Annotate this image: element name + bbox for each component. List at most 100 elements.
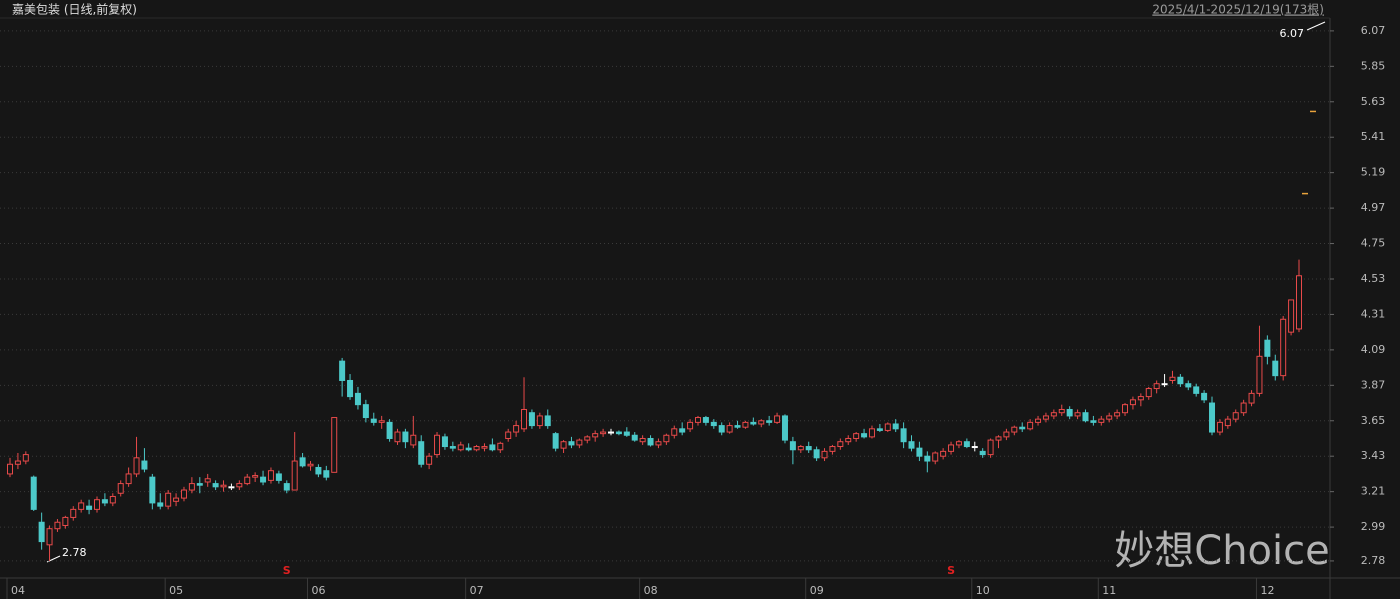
candle-body bbox=[180, 489, 187, 499]
y-tick-label: 4.09 bbox=[1361, 343, 1386, 356]
candle-body bbox=[576, 439, 583, 446]
candle-body bbox=[584, 436, 591, 441]
candle-body bbox=[1193, 386, 1200, 394]
candle-body bbox=[963, 441, 970, 448]
candle-body bbox=[315, 466, 322, 475]
candle-body bbox=[331, 417, 338, 473]
candle-body bbox=[742, 421, 749, 428]
y-tick-label: 5.85 bbox=[1361, 59, 1386, 72]
candle-body bbox=[884, 423, 891, 431]
candle-body bbox=[260, 476, 267, 483]
candle-body bbox=[1019, 426, 1026, 430]
candle-body bbox=[86, 505, 93, 510]
candle-body bbox=[813, 449, 820, 459]
candle-body bbox=[1106, 415, 1113, 420]
candle-body bbox=[78, 502, 85, 510]
candle-body bbox=[7, 463, 13, 475]
y-tick-label: 4.97 bbox=[1361, 201, 1386, 214]
candle-body bbox=[631, 434, 638, 441]
candle-body bbox=[544, 415, 551, 427]
y-tick-label: 3.21 bbox=[1361, 485, 1386, 498]
y-tick-label: 2.78 bbox=[1361, 554, 1386, 567]
candle-body bbox=[671, 428, 678, 436]
candle-body bbox=[196, 483, 203, 486]
min-label: 2.78 bbox=[62, 546, 87, 559]
candle-body bbox=[426, 455, 433, 465]
candle-body bbox=[821, 450, 828, 459]
candle-body bbox=[608, 431, 615, 434]
candle-body bbox=[615, 431, 622, 435]
x-tick-label: 04 bbox=[11, 584, 25, 597]
x-tick-label: 08 bbox=[644, 584, 658, 597]
candle-body bbox=[837, 441, 844, 448]
max-arrow bbox=[1306, 21, 1326, 31]
candle-body bbox=[1090, 420, 1097, 423]
candle-body bbox=[1082, 412, 1089, 422]
candle-body bbox=[434, 434, 441, 456]
candle-body bbox=[1185, 383, 1192, 388]
signal-mark: S bbox=[947, 564, 955, 577]
y-tick-label: 3.87 bbox=[1361, 378, 1386, 391]
candle-body bbox=[473, 446, 480, 451]
candle-body bbox=[236, 483, 243, 488]
candle-body bbox=[1296, 275, 1302, 330]
candle-body bbox=[141, 460, 148, 470]
candle-body bbox=[995, 436, 1002, 441]
x-tick-label: 05 bbox=[169, 584, 183, 597]
candle-body bbox=[1209, 402, 1216, 433]
max-label: 6.07 bbox=[1280, 27, 1305, 40]
candle-body bbox=[1161, 383, 1168, 386]
candle-body bbox=[204, 478, 211, 483]
candle-body bbox=[109, 495, 116, 504]
candle-body bbox=[283, 483, 290, 491]
candle-body bbox=[1035, 418, 1042, 423]
candle-body bbox=[663, 434, 670, 443]
x-tick-label: 12 bbox=[1260, 584, 1274, 597]
candle-body bbox=[1042, 415, 1049, 420]
candle-body bbox=[133, 457, 140, 475]
candle-body bbox=[687, 421, 694, 430]
candle-body bbox=[46, 528, 53, 546]
y-tick-label: 5.63 bbox=[1361, 95, 1386, 108]
candle-body bbox=[955, 441, 962, 446]
candle-body bbox=[900, 428, 907, 443]
candle-body bbox=[362, 404, 369, 419]
candle-body bbox=[70, 508, 77, 518]
candle-body bbox=[853, 433, 860, 439]
candle-body bbox=[465, 447, 472, 451]
candle-body bbox=[1074, 412, 1081, 417]
candle-body bbox=[347, 379, 354, 398]
date-range[interactable]: 2025/4/1-2025/12/19(173根) bbox=[1152, 3, 1324, 17]
candle-body bbox=[54, 521, 61, 530]
candle-body bbox=[623, 431, 630, 436]
candle-body bbox=[1177, 376, 1184, 385]
candle-body bbox=[513, 425, 520, 433]
candle-body bbox=[924, 455, 931, 462]
candle-body bbox=[829, 446, 836, 452]
candle-body bbox=[418, 441, 425, 465]
candle-body bbox=[38, 521, 45, 543]
candle-body bbox=[22, 454, 29, 462]
candle-body bbox=[1058, 408, 1065, 414]
candle-body bbox=[718, 425, 725, 433]
candle-body bbox=[1264, 339, 1271, 357]
candle-body bbox=[117, 483, 124, 494]
candle-body bbox=[212, 483, 219, 488]
candle-body bbox=[62, 516, 69, 526]
candle-body bbox=[734, 425, 741, 428]
candle-body bbox=[979, 450, 986, 456]
candle-body bbox=[521, 408, 528, 430]
candle-body bbox=[702, 417, 709, 423]
y-tick-label: 4.75 bbox=[1361, 237, 1386, 250]
candle-body bbox=[1011, 426, 1018, 433]
candle-body bbox=[370, 418, 377, 423]
candle-body bbox=[679, 428, 686, 433]
candle-body bbox=[940, 450, 947, 457]
candle-body bbox=[987, 439, 994, 456]
candle-body bbox=[394, 431, 401, 443]
candle-body bbox=[1122, 404, 1129, 414]
candle-body bbox=[1256, 355, 1263, 394]
candle-body bbox=[600, 431, 607, 435]
candle-body bbox=[449, 446, 456, 449]
